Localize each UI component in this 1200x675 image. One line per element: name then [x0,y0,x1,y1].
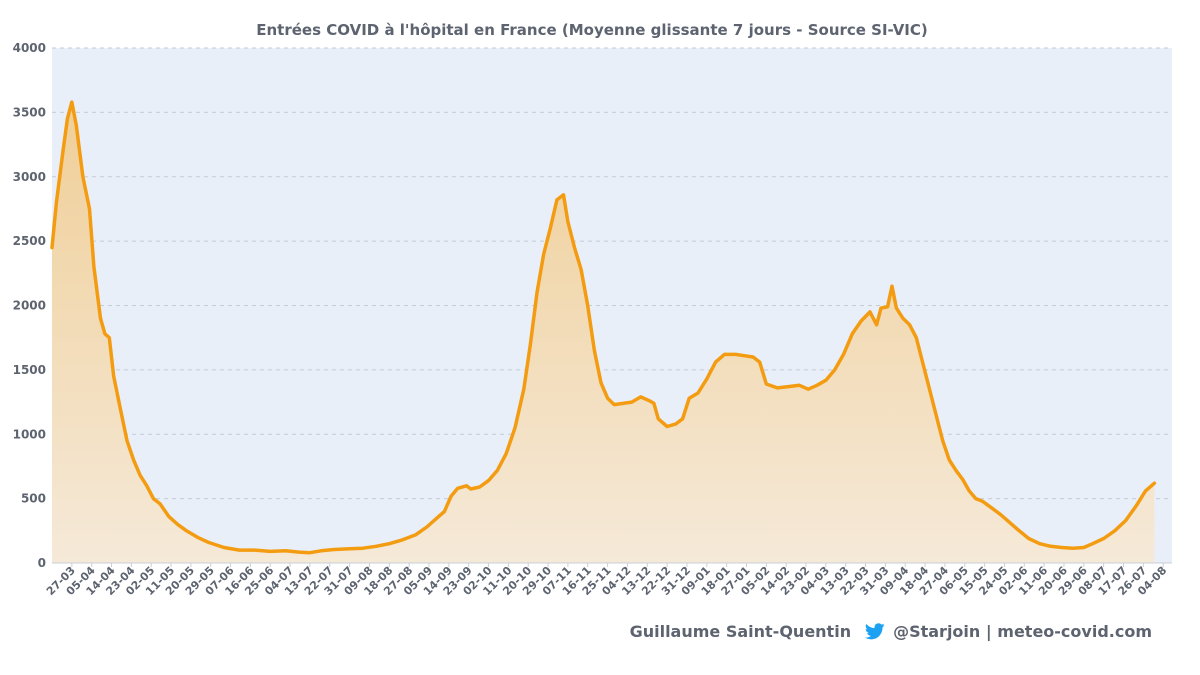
series-line [50,100,1157,555]
twitter-handle: @Starjoin | meteo-covid.com [893,622,1152,641]
y-tick-label: 1000 [13,427,46,441]
y-tick-label: 2500 [13,234,46,248]
y-tick-label: 500 [21,492,46,506]
y-tick-label: 4000 [13,41,46,55]
y-tick-label: 2000 [13,299,46,313]
y-tick-label: 3500 [13,105,46,119]
y-axis-ticks: 0 500 1000 1500 2000 2500 3000 3500 4000 [13,41,46,570]
y-tick-label: 0 [38,556,46,570]
footer: Guillaume Saint-Quentin @Starjoin | mete… [630,622,1152,641]
y-tick-label: 3000 [13,170,46,184]
area-fill [52,102,1155,563]
y-tick-label: 1500 [13,363,46,377]
author-name: Guillaume Saint-Quentin [629,622,852,641]
x-axis-ticks: 27-0305-0414-0423-0402-0511-0520-0529-05… [44,563,1169,598]
twitter-bird-icon [865,623,885,640]
chart-title: Entrées COVID à l'hôpital en France (Moy… [256,21,928,39]
